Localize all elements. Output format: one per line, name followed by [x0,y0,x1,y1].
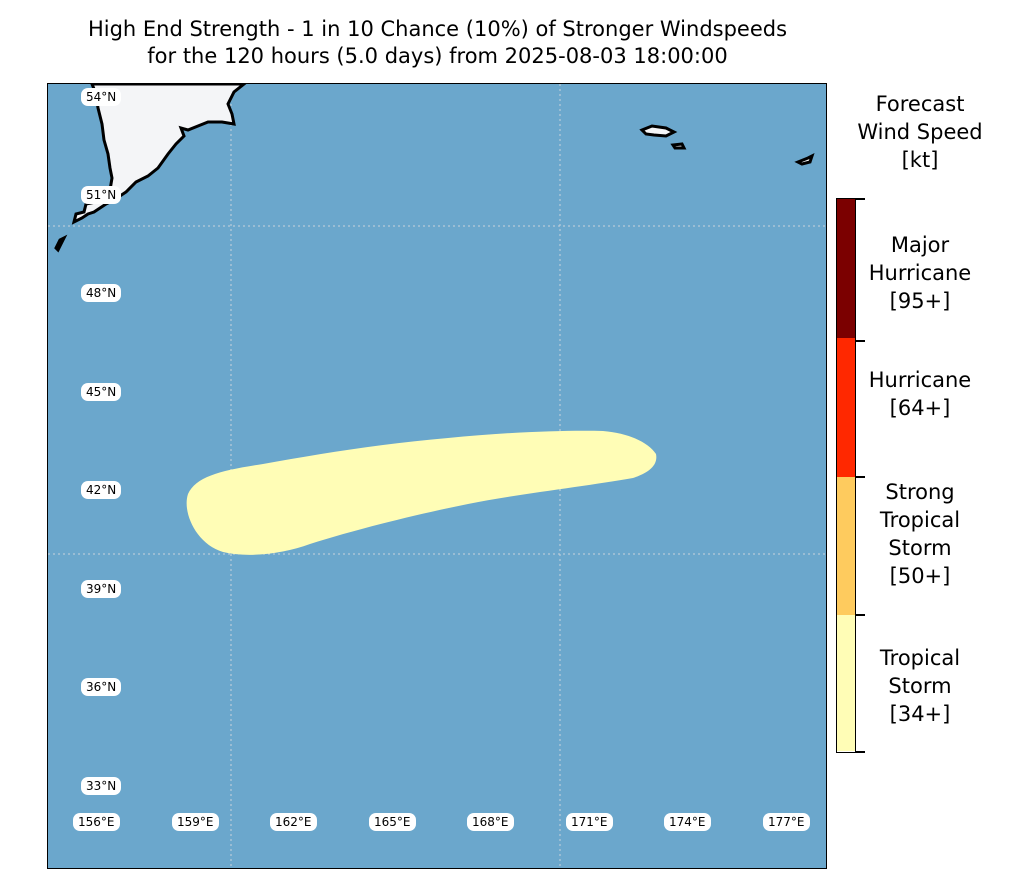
legend-category-line: Major [890,233,950,257]
title-line-2: for the 120 hours (5.0 days) from 2025-0… [147,44,728,68]
colorbar-tick [856,198,865,200]
legend-title-line-1: Forecast [875,92,965,116]
tropical-storm-swath [186,430,657,555]
latitude-label: 54°N [81,88,122,106]
colorbar-hurricane [837,338,855,477]
latitude-label: 36°N [81,678,122,696]
colorbar-strong-tropical-storm [837,477,855,615]
legend-category-line: [64+] [889,396,951,420]
longitude-label: 174°E [664,813,711,831]
legend-category-line: [34+] [889,702,951,726]
colorbar-tick [856,751,865,753]
legend-category-line: Tropical [879,508,961,532]
colorbar [836,198,856,753]
legend-title-line-2: Wind Speed [857,120,983,144]
latitude-label: 48°N [81,284,122,302]
legend-title-line-3: [kt] [901,148,939,172]
legend-category-line: Strong [885,480,955,504]
legend-category-line: [95+] [889,289,951,313]
longitude-label: 168°E [467,813,514,831]
longitude-label: 177°E [763,813,810,831]
colorbar-tick [856,614,865,616]
colorbar-tick [856,476,865,478]
map-title: High End Strength - 1 in 10 Chance (10%)… [0,16,875,70]
latitude-label: 39°N [81,580,122,598]
longitude-label: 162°E [270,813,317,831]
latitude-label: 45°N [81,383,122,401]
longitude-label: 165°E [369,813,416,831]
longitude-label: 171°E [566,813,613,831]
latitude-label: 33°N [81,777,122,795]
legend-category-line: Tropical [879,646,961,670]
longitude-label: 156°E [73,813,120,831]
latitude-label: 51°N [81,186,122,204]
legend-category-line: [50+] [889,564,951,588]
legend-category-label: Strong Tropical Storm [50+] [840,478,1000,590]
legend-title: Forecast Wind Speed [kt] [834,90,1006,174]
island-2 [670,142,687,150]
peninsula-islet [54,234,68,253]
legend-category-label: Major Hurricane [95+] [840,231,1000,315]
legend-category-line: Storm [888,536,952,560]
forecast-map: 54°N 51°N 48°N 45°N 42°N 39°N 36°N 33°N 156°E 15… [47,83,827,869]
latitude-label: 42°N [81,481,122,499]
colorbar-tropical-storm [837,615,855,751]
colorbar-major-hurricane [837,199,855,338]
colorbar-tick [856,340,865,342]
longitude-label: 159°E [172,813,219,831]
map-canvas [48,84,826,868]
legend-category-line: Storm [888,674,952,698]
legend-category-label: Hurricane [64+] [840,366,1000,422]
island-1 [639,124,678,138]
title-line-1: High End Strength - 1 in 10 Chance (10%)… [87,17,788,41]
legend-category-label: Tropical Storm [34+] [840,644,1000,728]
legend-category-line: Hurricane [868,368,972,392]
legend-category-line: Hurricane [868,261,972,285]
island-3 [794,153,815,166]
